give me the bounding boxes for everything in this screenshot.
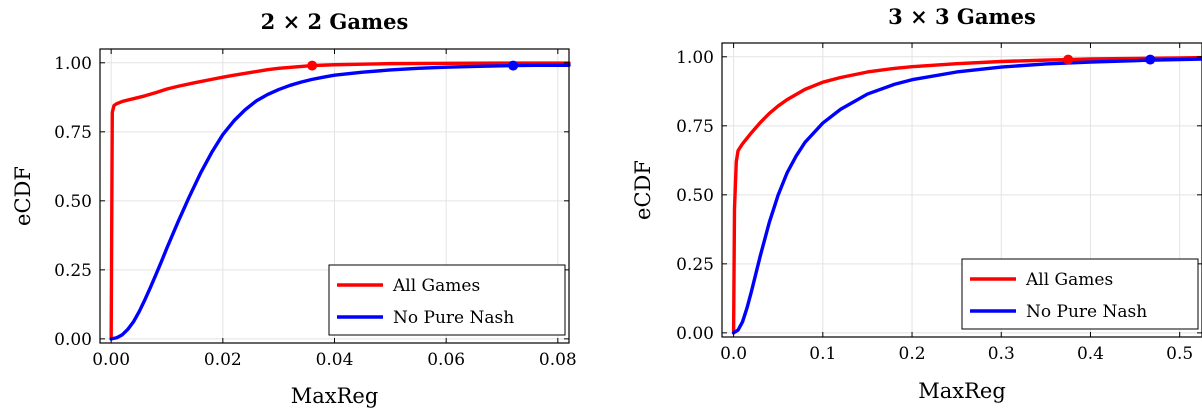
x-tick-label: 0.3 — [988, 344, 1015, 364]
legend-label: No Pure Nash — [1026, 302, 1147, 322]
chart-2x2-games: 0.00 0.02 0.04 0.06 0.08 0.00 0.25 0.50 0.75 1.00… — [11, 9, 577, 408]
y-tick-label: 0.25 — [54, 261, 92, 281]
y-tick-label: 1.00 — [676, 48, 714, 68]
legend: All Games No Pure Nash — [328, 264, 566, 336]
x-tick-label: 0.1 — [809, 344, 836, 364]
y-tick-label: 0.00 — [54, 330, 92, 350]
legend-label: All Games — [1025, 270, 1113, 290]
series-line-no-pure-nash — [731, 57, 1202, 335]
chart-3x3-games: 0.0 0.1 0.2 0.3 0.4 0.5 0.00 0.25 0.50 0.75 1.00 3 … — [631, 4, 1202, 403]
x-tick-label: 0.06 — [427, 350, 465, 370]
x-tick-label: 0.02 — [204, 350, 242, 370]
legend-label: No Pure Nash — [393, 308, 514, 328]
series-marker-no-pure-nash — [508, 60, 519, 71]
y-tick-label: 0.50 — [54, 192, 92, 212]
x-tick-label: 0.5 — [1166, 344, 1193, 364]
legend-label: All Games — [392, 276, 480, 296]
y-axis-label: eCDF — [631, 160, 655, 220]
x-axis-label: MaxReg — [918, 379, 1006, 403]
x-tick-label: 0.00 — [92, 350, 130, 370]
chart-title: 2 × 2 Games — [261, 9, 409, 34]
x-tick-label: 0.08 — [539, 350, 577, 370]
series-marker-all-games — [1063, 54, 1074, 65]
chart-title: 3 × 3 Games — [888, 4, 1036, 29]
y-tick-label: 0.00 — [676, 324, 714, 344]
series-line-all-games — [109, 61, 571, 341]
series-line-no-pure-nash — [109, 63, 571, 341]
legend: All Games No Pure Nash — [961, 258, 1199, 330]
y-tick-label: 0.25 — [676, 255, 714, 275]
legend-box — [961, 258, 1199, 330]
y-tick-label: 0.50 — [676, 186, 714, 206]
x-tick-label: 0.4 — [1077, 344, 1104, 364]
plot-frame — [721, 42, 1202, 338]
x-tick-label: 0.04 — [316, 350, 354, 370]
series-marker-all-games — [307, 60, 318, 71]
x-tick-label: 0.2 — [899, 344, 926, 364]
y-tick-label: 1.00 — [54, 54, 92, 74]
y-tick-label: 0.75 — [676, 117, 714, 137]
series-marker-no-pure-nash — [1145, 54, 1156, 65]
y-axis-label: eCDF — [11, 166, 35, 226]
x-tick-label: 0.0 — [720, 344, 747, 364]
x-axis-label: MaxReg — [291, 384, 379, 408]
y-tick-label: 0.75 — [54, 123, 92, 143]
legend-box — [328, 264, 566, 336]
